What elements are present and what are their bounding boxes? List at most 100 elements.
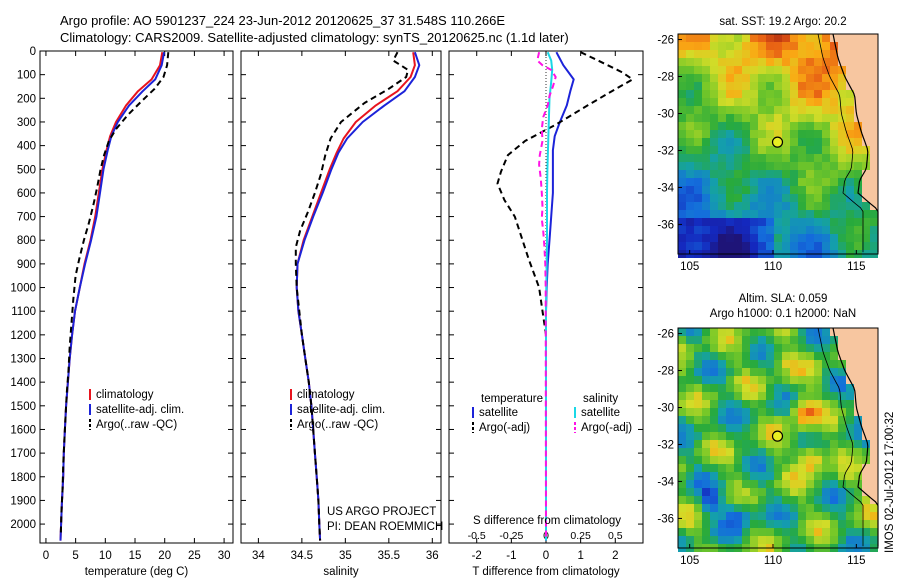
map-cell (766, 488, 774, 496)
map-cell (694, 496, 702, 504)
map-cell (790, 218, 798, 226)
map-cell (854, 472, 862, 480)
map-cell (734, 186, 742, 194)
project-annotation: US ARGO PROJECT (327, 506, 436, 518)
x-tick-label: 0 (43, 550, 49, 562)
map-cell (790, 328, 798, 336)
map-cell (710, 234, 718, 242)
map-cell (678, 416, 686, 424)
map-cell (734, 42, 742, 50)
map-cell (774, 480, 782, 488)
map-cell (742, 424, 750, 432)
map-cell (742, 416, 750, 424)
map-cell (798, 34, 806, 42)
map-cell (750, 194, 758, 202)
map-cell (718, 146, 726, 154)
map-cell (822, 74, 830, 82)
x-axis-label: T difference from climatology (472, 566, 619, 578)
map-cell (782, 336, 790, 344)
map-cell (726, 66, 734, 74)
map-cell (734, 448, 742, 456)
map-cell (790, 114, 798, 122)
map-cell (710, 90, 718, 98)
map-cell (718, 226, 726, 234)
map-cell (694, 226, 702, 234)
map-cell (774, 34, 782, 42)
y-tick-label: 800 (17, 235, 36, 247)
map-cell (830, 512, 838, 520)
map-cell (678, 384, 686, 392)
map-cell (726, 360, 734, 368)
map-cell (702, 162, 710, 170)
map-cell (814, 408, 822, 416)
map-cell (846, 226, 854, 234)
map-cell (678, 352, 686, 360)
map-cell (678, 218, 686, 226)
map-cell (870, 218, 878, 226)
map-cell (758, 472, 766, 480)
map-cell (790, 162, 798, 170)
map-cell (790, 448, 798, 456)
x-tick-label: 34.5 (291, 550, 313, 562)
map-cell (750, 376, 758, 384)
map-cell (678, 448, 686, 456)
map-cell (710, 464, 718, 472)
map-cell (830, 138, 838, 146)
map-cell (694, 210, 702, 218)
map-cell (830, 336, 838, 344)
map-cell (734, 242, 742, 250)
y-tick-label: 900 (17, 259, 36, 271)
map-cell (686, 376, 694, 384)
map-cell (766, 440, 774, 448)
map-cell (806, 400, 814, 408)
map-cell (758, 58, 766, 66)
map-cell (838, 98, 846, 106)
map-cell (686, 488, 694, 496)
map-cell (806, 344, 814, 352)
map-cell (758, 344, 766, 352)
map-cell (806, 154, 814, 162)
map-cell (830, 90, 838, 98)
sst-map: 105 110 115 -26 -28 -30 -32 -34 -36 (657, 33, 879, 273)
map-cell (838, 368, 846, 376)
map-cell (790, 130, 798, 138)
map-cell (702, 34, 710, 42)
map-cell (726, 98, 734, 106)
map-cell (774, 424, 782, 432)
map-cell (726, 480, 734, 488)
map-cell (678, 472, 686, 480)
series-line (59, 52, 166, 541)
map-cell (702, 448, 710, 456)
map-cell (742, 234, 750, 242)
map-cell (838, 472, 846, 480)
map-cell (750, 130, 758, 138)
map-cell (846, 448, 854, 456)
x-tick-label: 35 (339, 550, 352, 562)
map-cell (726, 416, 734, 424)
sla-map: 105 110 115 -26 -28 -30 -32 -34 -36 (657, 327, 879, 567)
map-cell (686, 480, 694, 488)
map-cell (782, 512, 790, 520)
map-cell (798, 384, 806, 392)
map-cell (814, 194, 822, 202)
map-cell (718, 34, 726, 42)
map-cell (814, 186, 822, 194)
map-cell (782, 186, 790, 194)
map-cell (702, 424, 710, 432)
map-cell (694, 74, 702, 82)
map-cell (734, 432, 742, 440)
map-cell (766, 66, 774, 74)
map-cell (798, 536, 806, 544)
map-cell (742, 344, 750, 352)
map-cell (686, 496, 694, 504)
map-cell (686, 368, 694, 376)
map-cell (782, 528, 790, 536)
map-cell (766, 464, 774, 472)
map-cell (726, 504, 734, 512)
map-cell (806, 226, 814, 234)
map-cell (782, 408, 790, 416)
map-cell (750, 98, 758, 106)
map-cell (774, 400, 782, 408)
map-cell (838, 210, 846, 218)
map-cell (766, 432, 774, 440)
